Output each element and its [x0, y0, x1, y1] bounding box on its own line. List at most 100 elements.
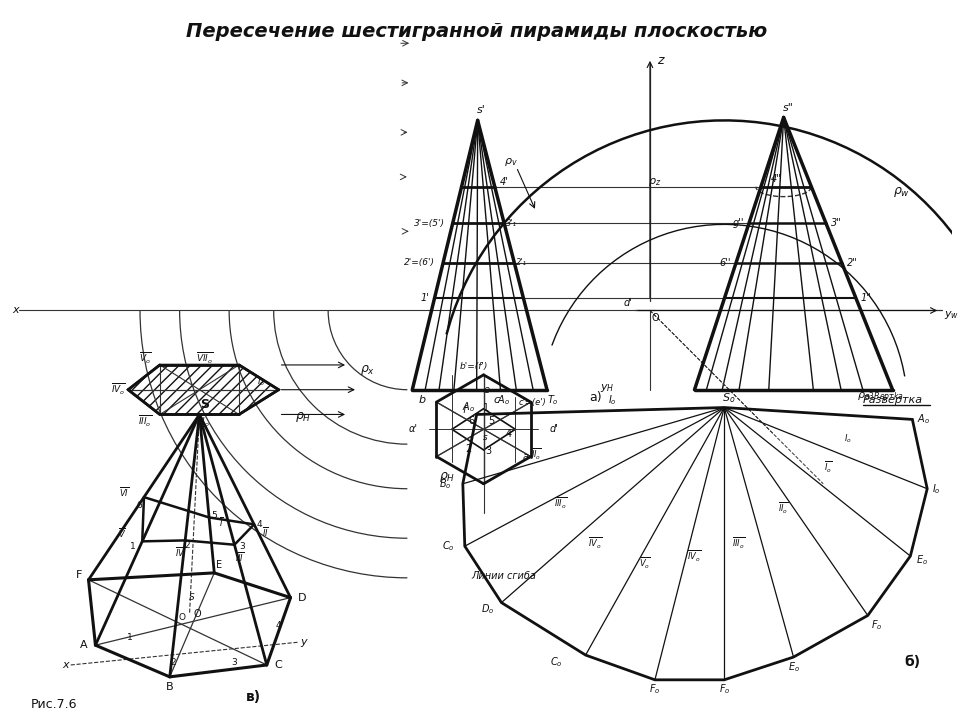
- Text: 6'': 6'': [720, 258, 732, 268]
- Text: $A_o$: $A_o$: [462, 400, 474, 415]
- Text: S: S: [200, 398, 209, 411]
- Text: $\overline{IV}$: $\overline{IV}$: [175, 545, 185, 559]
- Text: $A_o$: $A_o$: [918, 413, 930, 426]
- Text: 5: 5: [489, 416, 494, 426]
- Text: $\overline{IV_o}$: $\overline{IV_o}$: [110, 382, 126, 397]
- Text: 1": 1": [861, 292, 872, 302]
- Text: $\overline{II_o}$: $\overline{II_o}$: [531, 446, 541, 462]
- Text: s': s': [477, 105, 486, 115]
- Text: $E_o$: $E_o$: [916, 553, 928, 567]
- Text: c'=(e'): c'=(e'): [518, 397, 546, 407]
- Text: $E_o$: $E_o$: [787, 660, 800, 674]
- Text: $S_o$: $S_o$: [723, 391, 736, 405]
- Text: $\overline{V}$: $\overline{V}$: [118, 526, 127, 541]
- Text: $\rho_w$: $\rho_w$: [893, 184, 910, 199]
- Text: 3": 3": [831, 218, 842, 228]
- Text: b: b: [419, 395, 426, 405]
- Text: $\overline{IV_o}$: $\overline{IV_o}$: [588, 536, 603, 551]
- Text: 3'=(5'): 3'=(5'): [414, 219, 444, 228]
- Text: O: O: [651, 313, 659, 323]
- Text: B: B: [166, 682, 174, 692]
- Text: 5: 5: [211, 511, 217, 520]
- Text: c: c: [493, 395, 499, 405]
- Text: E: E: [216, 560, 223, 570]
- Text: $I_o$: $I_o$: [256, 376, 265, 388]
- Text: $F_o$: $F_o$: [871, 618, 882, 632]
- Text: $F_o$: $F_o$: [718, 682, 730, 696]
- Text: 4': 4': [500, 177, 509, 186]
- Text: Линии сгиба: Линии сгиба: [471, 571, 537, 581]
- Text: $A_o$: $A_o$: [497, 392, 510, 407]
- Text: O: O: [194, 609, 202, 619]
- Text: $D_o$: $D_o$: [481, 603, 494, 616]
- Text: 3: 3: [231, 657, 237, 667]
- Text: 4: 4: [276, 621, 281, 630]
- Text: $\rho_H$: $\rho_H$: [439, 470, 455, 484]
- Text: $\rho_v$: $\rho_v$: [504, 156, 518, 168]
- Text: $\rho_z$: $\rho_z$: [648, 176, 661, 188]
- Text: $I_o$: $I_o$: [608, 392, 616, 407]
- Text: e: e: [484, 384, 490, 395]
- Text: $\overline{I}$: $\overline{I}$: [219, 516, 223, 529]
- Text: Пересечение шестигранной пирамиды плоскостью: Пересечение шестигранной пирамиды плоско…: [186, 22, 767, 41]
- Text: a: a: [522, 452, 528, 462]
- Text: 2": 2": [847, 258, 857, 268]
- Text: $\rho_x$: $\rho_x$: [360, 363, 375, 377]
- Text: $B_o$: $B_o$: [440, 477, 452, 490]
- Text: 2: 2: [466, 444, 472, 454]
- Text: $\rho_H$: $\rho_H$: [296, 410, 312, 424]
- Text: $C_o$: $C_o$: [443, 539, 455, 553]
- Text: Развертка: Развертка: [863, 395, 923, 405]
- Text: s: s: [483, 433, 488, 442]
- Text: x: x: [62, 660, 69, 670]
- Text: $\overline{II_o}$: $\overline{II_o}$: [199, 414, 210, 429]
- Text: $I_o$: $I_o$: [844, 433, 852, 446]
- Text: $C_o$: $C_o$: [549, 655, 563, 669]
- Text: 3: 3: [486, 446, 492, 456]
- Text: а): а): [589, 391, 602, 404]
- Text: y: y: [300, 637, 306, 647]
- Text: 4: 4: [256, 520, 262, 529]
- Text: 4": 4": [771, 174, 781, 184]
- Text: $\overline{III_o}$: $\overline{III_o}$: [732, 536, 746, 551]
- Text: F: F: [76, 570, 82, 580]
- Text: 1': 1': [420, 292, 430, 302]
- Text: 2'=(6'): 2'=(6'): [404, 258, 435, 267]
- Text: O: O: [179, 613, 185, 622]
- Text: $\overline{V_o}$: $\overline{V_o}$: [139, 351, 151, 366]
- Text: d': d': [550, 424, 559, 434]
- Text: $y_w$: $y_w$: [944, 310, 959, 321]
- Text: $\overline{II}$: $\overline{II}$: [262, 526, 270, 539]
- Text: f: f: [462, 405, 466, 415]
- Text: $\overline{VII_o}$: $\overline{VII_o}$: [196, 351, 213, 366]
- Text: $\rho_{a3Bepтka}$: $\rho_{a3Bepтka}$: [857, 390, 904, 405]
- Text: D: D: [299, 593, 306, 603]
- Text: 1: 1: [483, 402, 489, 413]
- Text: 3: 3: [239, 542, 245, 552]
- Text: $\overline{II_o}$: $\overline{II_o}$: [779, 501, 789, 516]
- Text: S: S: [188, 593, 194, 602]
- Text: в): в): [247, 690, 261, 703]
- Text: 1: 1: [130, 542, 135, 551]
- Text: 3'₁: 3'₁: [506, 219, 517, 228]
- Text: α': α': [408, 424, 418, 434]
- Text: $T_o$: $T_o$: [547, 392, 559, 407]
- Text: s": s": [783, 102, 794, 112]
- Text: $\overline{III_o}$: $\overline{III_o}$: [554, 496, 567, 511]
- Text: A: A: [80, 640, 87, 650]
- Text: 2: 2: [184, 541, 190, 550]
- Text: $\overline{I_o}$: $\overline{I_o}$: [824, 459, 832, 474]
- Text: Рис.7.6: Рис.7.6: [31, 698, 78, 711]
- Text: x: x: [12, 305, 18, 315]
- Text: $\overline{VI}$: $\overline{VI}$: [119, 485, 130, 499]
- Text: $\overline{IV_o}$: $\overline{IV_o}$: [687, 549, 702, 564]
- Text: 4: 4: [505, 429, 512, 439]
- Text: d': d': [623, 297, 632, 307]
- Text: б): б): [904, 655, 921, 669]
- Text: $\overline{V_o}$: $\overline{V_o}$: [639, 555, 651, 571]
- Text: 6: 6: [136, 500, 142, 510]
- Text: 2: 2: [170, 657, 176, 667]
- Text: $F_o$: $F_o$: [649, 682, 660, 696]
- Text: 1: 1: [128, 633, 133, 642]
- Text: 6: 6: [468, 416, 475, 426]
